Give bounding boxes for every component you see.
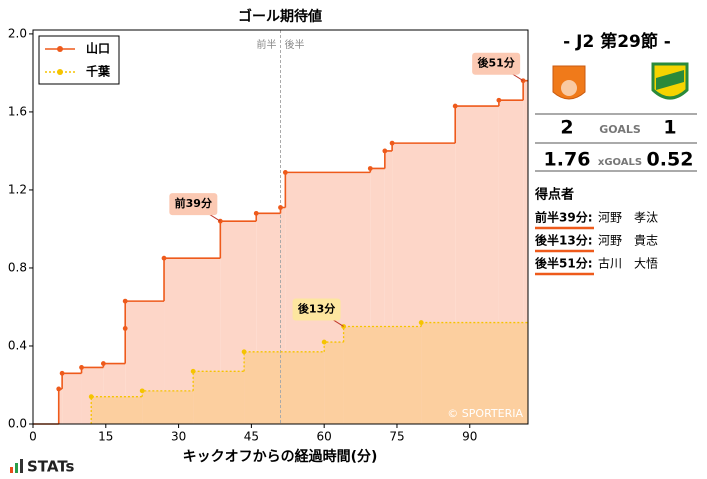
area-step (62, 373, 82, 424)
area-step (193, 371, 245, 424)
step-line (90, 396, 143, 424)
scorer-time: 前半39分: (535, 210, 593, 225)
area-step (324, 342, 344, 424)
scorer-name: 河野 貴志 (598, 234, 658, 248)
watermark: © SPORTERIA (447, 407, 523, 420)
home-xg: 1.76 (544, 149, 591, 171)
annotation: 後13分 (298, 301, 335, 315)
scorers-title: 得点者 (534, 187, 574, 203)
plot-frame (32, 29, 529, 425)
y-tick-label: 0.8 (8, 260, 27, 274)
x-tick-label: 75 (389, 430, 404, 444)
halftime-label: 前半 (257, 38, 277, 51)
stripe (656, 70, 684, 90)
scorer-name: 河野 孝汰 (598, 211, 658, 225)
x-tick-label: 30 (171, 430, 186, 444)
area-step (523, 80, 528, 425)
y-tick-label: 1.2 (8, 182, 27, 196)
area-step (384, 150, 393, 424)
annotation-box (169, 193, 218, 216)
shot-marker (241, 349, 247, 355)
area-step (91, 396, 143, 424)
shot-marker (253, 210, 259, 216)
shot-marker (282, 169, 288, 175)
away-xg: 0.52 (647, 149, 694, 171)
shot-marker (88, 394, 94, 400)
shot-marker (382, 148, 388, 154)
step-line (243, 351, 325, 372)
shot-marker (389, 140, 395, 146)
x-tick-label: 15 (98, 430, 113, 444)
shot-marker (79, 365, 84, 370)
shot-marker (217, 218, 223, 224)
away-goals: 1 (663, 117, 676, 139)
x-tick-label: 45 (244, 430, 259, 444)
home-logo (552, 65, 586, 100)
area-step (58, 388, 63, 424)
y-tick-label: 1.6 (8, 104, 27, 118)
legend-marker (57, 69, 63, 75)
x-tick-label: 0 (29, 430, 37, 444)
y-tick-label: 0.0 (8, 417, 27, 431)
shot-marker (452, 103, 458, 109)
shot-marker (161, 255, 167, 261)
area-step (421, 322, 528, 424)
xg-label: xGOALS (598, 157, 642, 168)
annotation-box (472, 52, 521, 75)
step-line (342, 325, 422, 343)
step-line (192, 370, 245, 391)
legend-label: 千葉 (86, 64, 111, 79)
annotation: 前39分 (175, 196, 212, 210)
shot-marker (321, 339, 327, 345)
shot-marker (122, 326, 128, 331)
halftime-label: 後半 (285, 38, 305, 51)
annotation: 後51分 (477, 56, 514, 70)
x-tick-label: 60 (317, 430, 332, 444)
shot-marker (100, 361, 106, 366)
chart-title: ゴール期待値 (238, 8, 322, 25)
emblem (561, 80, 577, 96)
shot-marker (139, 388, 145, 394)
legend-label: 山口 (86, 41, 110, 56)
logo-bar (15, 463, 18, 473)
scorer-name: 古川 大悟 (598, 256, 658, 271)
x-axis-label: キックオフからの経過時間(分) (183, 448, 378, 465)
area-step (280, 207, 286, 424)
shot-marker (418, 320, 424, 325)
shot-marker (59, 370, 65, 376)
x-tick-label: 90 (462, 430, 477, 444)
area-step (142, 390, 194, 424)
area-step (244, 351, 325, 424)
away-logo (651, 62, 689, 100)
y-tick-label: 0.4 (8, 338, 27, 352)
shot-marker (190, 368, 196, 374)
brand: STATs (27, 458, 75, 476)
y-tick-label: 2.0 (8, 26, 27, 40)
shot-marker (367, 166, 373, 171)
goals-label: GOALS (599, 123, 641, 136)
brand-logo: STATs (10, 458, 75, 476)
shot-marker (122, 298, 128, 304)
legend-box (38, 35, 120, 85)
shot-marker (496, 97, 502, 103)
area-step (343, 326, 422, 424)
scorer-time: 後半51分: (535, 256, 593, 271)
legend-marker (57, 46, 63, 52)
shot-marker (56, 386, 62, 392)
shot-marker (278, 205, 283, 210)
match-title: - J2 第29節 - (563, 31, 671, 52)
step-line (420, 321, 528, 327)
scorer-time: 後半13分: (535, 233, 593, 248)
home-goals: 2 (560, 117, 573, 139)
logo-bar (20, 459, 23, 473)
logo-bar (10, 467, 13, 473)
annotation-box (292, 298, 341, 321)
